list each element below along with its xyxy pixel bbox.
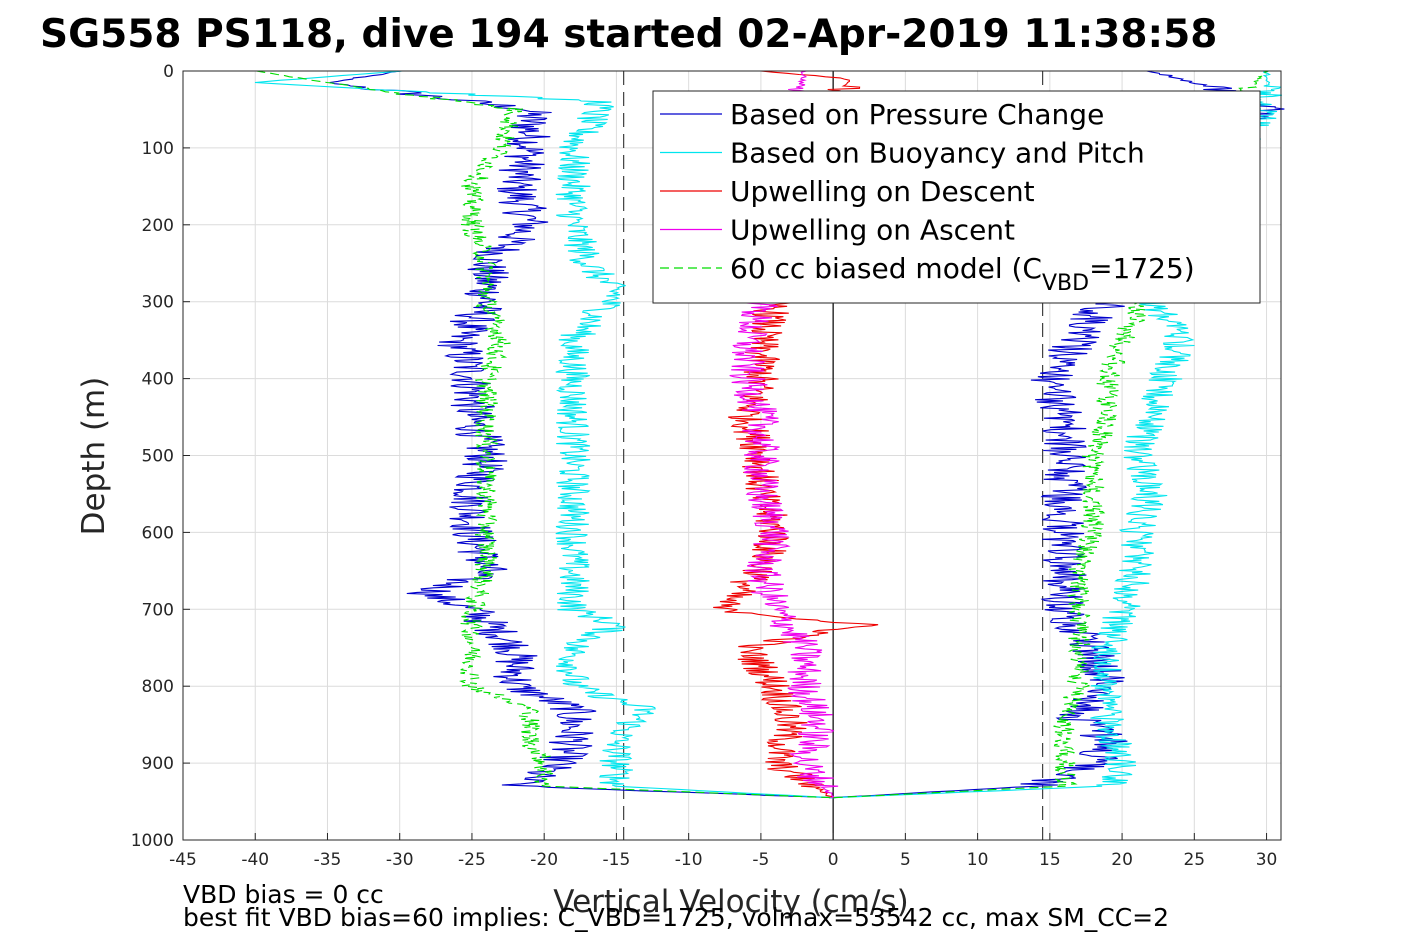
legend: Based on Pressure Change Based on Buoyanc… [652, 90, 1261, 304]
series-line [329, 70, 836, 799]
best-fit-note: best fit VBD bias=60 implies: C_VBD=1725… [183, 903, 1169, 932]
x-tick-label: 15 [1039, 850, 1061, 870]
y-tick-label: 100 [142, 139, 174, 159]
x-tick-label: -10 [675, 850, 703, 870]
legend-label: 60 cc biased model (CVBD=1725) [730, 252, 1195, 296]
y-tick-label: 200 [142, 216, 174, 236]
x-tick-label: -5 [752, 850, 769, 870]
y-axis-label: Depth (m) [76, 377, 112, 536]
x-tick-label: -45 [169, 850, 197, 870]
x-axis-ticks: -45 -40 -35 -30 -25 -20 -15 -10 -5 0 5 10 15 20 25 30 [169, 833, 1277, 870]
chart-title: SG558 PS118, dive 194 started 02-Apr-201… [40, 12, 1217, 57]
series-line [256, 70, 835, 799]
y-tick-label: 400 [142, 370, 174, 390]
x-tick-label: -20 [530, 850, 558, 870]
x-tick-label: 25 [1183, 850, 1205, 870]
y-tick-label: 800 [142, 677, 174, 697]
y-tick-label: 1000 [131, 831, 174, 851]
legend-box [652, 90, 1261, 304]
y-tick-label: 500 [142, 447, 174, 467]
legend-label: Based on Pressure Change [730, 98, 1104, 131]
legend-label: Upwelling on Descent [730, 175, 1035, 208]
x-tick-label: 5 [900, 850, 911, 870]
y-axis-ticks: 0 100 200 300 400 500 600 700 800 900 1000 [131, 62, 190, 851]
legend-label: Upwelling on Ascent [730, 214, 1015, 247]
y-tick-label: 300 [142, 293, 174, 313]
x-axis-label: Vertical Velocity (cm/s) [553, 884, 908, 920]
y-tick-label: 700 [142, 600, 174, 620]
x-tick-label: -30 [386, 850, 414, 870]
x-tick-label: -40 [241, 850, 269, 870]
vbd-bias-note: VBD bias = 0 cc [183, 880, 384, 909]
x-tick-label: 10 [967, 850, 989, 870]
legend-label: Based on Buoyancy and Pitch [730, 137, 1145, 170]
x-tick-label: 20 [1111, 850, 1133, 870]
y-tick-label: 600 [142, 523, 174, 543]
x-tick-label: -25 [458, 850, 486, 870]
y-tick-label: 0 [163, 62, 174, 82]
x-tick-label: -15 [603, 850, 631, 870]
series-line [254, 70, 834, 799]
x-tick-label: 0 [828, 850, 839, 870]
x-tick-label: 30 [1256, 850, 1278, 870]
y-tick-label: 900 [142, 754, 174, 774]
x-tick-label: -35 [314, 850, 342, 870]
